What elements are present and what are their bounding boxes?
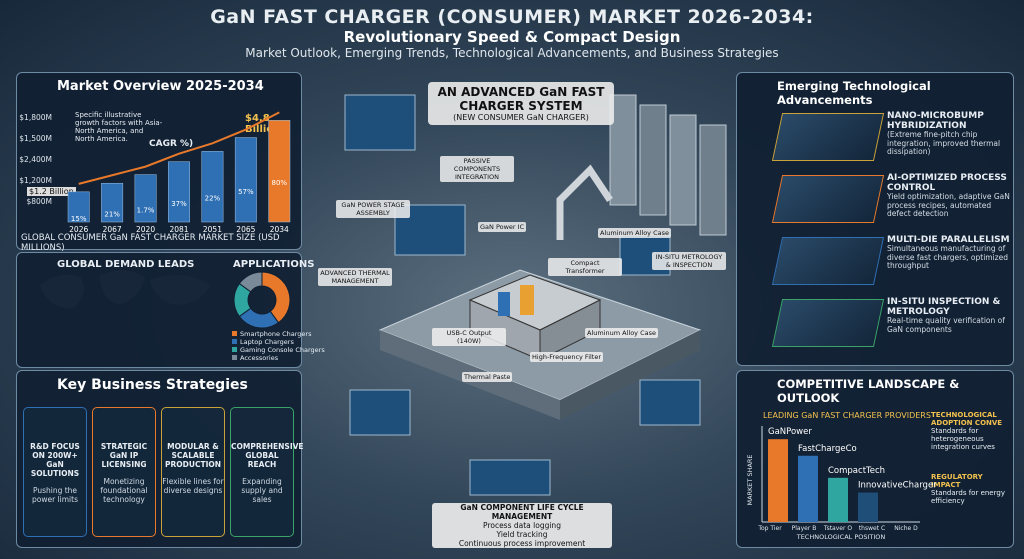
panel-title: Emerging Technological Advancements bbox=[777, 79, 931, 107]
callout: PASSIVE COMPONENTS INTEGRATION bbox=[440, 156, 514, 182]
callout: IN-SITU METROLOGY & INSPECTION bbox=[652, 252, 726, 270]
advancement-text: Yield optimization, adaptive GaN process… bbox=[887, 192, 1010, 218]
advancement: MULTI-DIE PARALLELISM Simultaneous manufa… bbox=[887, 235, 1012, 271]
note-title: TECHNOLOGICAL ADOPTION CONVE bbox=[931, 411, 1003, 427]
server-rack bbox=[669, 114, 697, 226]
applications-title: APPLICATIONS bbox=[233, 259, 315, 270]
strategy-card: R&D FOCUS ON 200W+ GaN SOLUTIONS Pushing … bbox=[23, 407, 87, 537]
tech-tile bbox=[771, 175, 885, 223]
tagline: Market Outlook, Emerging Trends, Technol… bbox=[245, 46, 779, 60]
competitive: COMPETITIVE LANDSCAPE & OUTLOOK LEADING … bbox=[736, 370, 1014, 548]
caption: GLOBAL CONSUMER GaN FAST CHARGER MARKET … bbox=[21, 233, 280, 253]
strategies: Key Business Strategies R&D FOCUS ON 200… bbox=[16, 370, 304, 548]
advancement: IN-SITU INSPECTION & METROLOGY Real-time … bbox=[887, 297, 1012, 334]
server-rack bbox=[639, 104, 667, 216]
screen bbox=[344, 94, 416, 151]
power-ic bbox=[498, 292, 510, 316]
lifecycle-item: Yield tracking bbox=[496, 530, 548, 539]
lifecycle: GaN COMPONENT LIFE CYCLE MANAGEMENT Proc… bbox=[432, 503, 612, 548]
card-text: Flexible lines for diverse designs bbox=[162, 477, 224, 495]
center-title: AN ADVANCED GaN FAST CHARGER SYSTEM bbox=[437, 85, 605, 113]
tech-tile bbox=[771, 299, 885, 347]
tech-tile bbox=[771, 237, 885, 285]
strategy-card: MODULAR & SCALABLE PRODUCTION Flexible li… bbox=[161, 407, 225, 537]
strategy-card: COMPREHENSIVE GLOBAL REACH Expanding supp… bbox=[230, 407, 304, 537]
advancements: Emerging Technological Advancements NANO… bbox=[736, 72, 1014, 366]
note-text: Standards for energy efficiency bbox=[931, 489, 1005, 505]
advancement-title: NANO-MICROBUMP HYBRIDIZATION bbox=[887, 111, 984, 131]
callout: Compact Transformer bbox=[548, 258, 622, 276]
card-title: STRATEGIC GaN IP LICENSING bbox=[100, 442, 148, 469]
tech-tile bbox=[771, 113, 885, 161]
notes: TECHNOLOGICAL ADOPTION CONVE Standards f… bbox=[931, 411, 1009, 505]
screen bbox=[639, 379, 701, 426]
callout: Thermal Paste bbox=[462, 372, 513, 382]
advancement: NANO-MICROBUMP HYBRIDIZATION (Extreme fin… bbox=[887, 111, 1012, 157]
header: GaN FAST CHARGER (CONSUMER) MARKET 2026-… bbox=[0, 6, 1024, 60]
card-text: Monetizing foundational technology bbox=[100, 477, 148, 504]
screen bbox=[469, 459, 551, 496]
advancement-title: IN-SITU INSPECTION & METROLOGY bbox=[887, 297, 1001, 317]
center-title-box: AN ADVANCED GaN FAST CHARGER SYSTEM (NEW… bbox=[428, 82, 614, 125]
transformer bbox=[520, 285, 534, 315]
callout: High-Frequency Filter bbox=[530, 352, 604, 362]
advancement-text: Simultaneous manufacturing of diverse fa… bbox=[887, 244, 1008, 270]
subtitle: Revolutionary Speed & Compact Design bbox=[343, 28, 681, 46]
strategy-card: STRATEGIC GaN IP LICENSING Monetizing fou… bbox=[92, 407, 156, 537]
advancement: AI-OPTIMIZED PROCESS CONTROL Yield optimi… bbox=[887, 173, 1012, 219]
card-title: MODULAR & SCALABLE PRODUCTION bbox=[164, 442, 222, 469]
panel-title: Key Business Strategies bbox=[57, 377, 248, 393]
platform-side bbox=[560, 330, 700, 420]
lifecycle-item: Process data logging bbox=[483, 521, 561, 530]
advancement-title: MULTI-DIE PARALLELISM bbox=[887, 235, 1010, 245]
advancement-text: (Extreme fine-pitch chip integration, im… bbox=[887, 130, 1001, 156]
server-rack bbox=[609, 94, 637, 206]
end-label: $4.8 Billion bbox=[245, 113, 281, 135]
lifecycle-title: GaN COMPONENT LIFE CYCLE MANAGEMENT bbox=[460, 503, 584, 521]
callout: USB-C Output (140W) bbox=[432, 328, 506, 346]
card-title: COMPREHENSIVE GLOBAL REACH bbox=[231, 442, 304, 469]
panel-title: COMPETITIVE LANDSCAPE & OUTLOOK bbox=[777, 377, 960, 405]
callout: Aluminum Alloy Case bbox=[585, 328, 659, 338]
demand-title: GLOBAL DEMAND LEADS bbox=[57, 259, 195, 270]
market-overview: Market Overview 2025-2034 Specific illus… bbox=[16, 72, 302, 253]
callout: GaN Power IC bbox=[478, 222, 527, 232]
advancement-text: Real-time quality verification of GaN co… bbox=[887, 316, 1005, 334]
panel-title: Market Overview 2025-2034 bbox=[57, 79, 264, 94]
lifecycle-item: Continuous process improvement bbox=[458, 539, 586, 548]
card-title: R&D FOCUS ON 200W+ GaN SOLUTIONS bbox=[30, 442, 80, 478]
note-title: REGULATORY IMPACT bbox=[931, 473, 983, 489]
demand-panel: GLOBAL DEMAND LEADS APPLICATIONS bbox=[16, 252, 314, 368]
callout: Aluminum Alloy Case bbox=[598, 228, 672, 238]
cagr: CAGR %) bbox=[149, 139, 194, 149]
center-subtitle: (NEW CONSUMER GaN CHARGER) bbox=[453, 113, 589, 122]
start-label: $1.2 Billion bbox=[27, 187, 76, 196]
robot-arm bbox=[556, 164, 613, 240]
callout: GaN POWER STAGE ASSEMBLY bbox=[336, 200, 410, 218]
server-rack bbox=[699, 124, 727, 236]
callout: ADVANCED THERMAL MANAGEMENT bbox=[318, 268, 392, 286]
card-text: Expanding supply and sales bbox=[241, 477, 283, 504]
card-text: Pushing the power limits bbox=[32, 486, 78, 504]
chart-subtitle: LEADING GaN FAST CHARGER PROVIDERS bbox=[763, 411, 931, 420]
note-text: Standards for heterogeneous integration … bbox=[931, 427, 995, 451]
advancement-title: AI-OPTIMIZED PROCESS CONTROL bbox=[887, 173, 1007, 193]
title: GaN FAST CHARGER (CONSUMER) MARKET 2026-… bbox=[210, 6, 814, 28]
screen bbox=[349, 389, 411, 436]
